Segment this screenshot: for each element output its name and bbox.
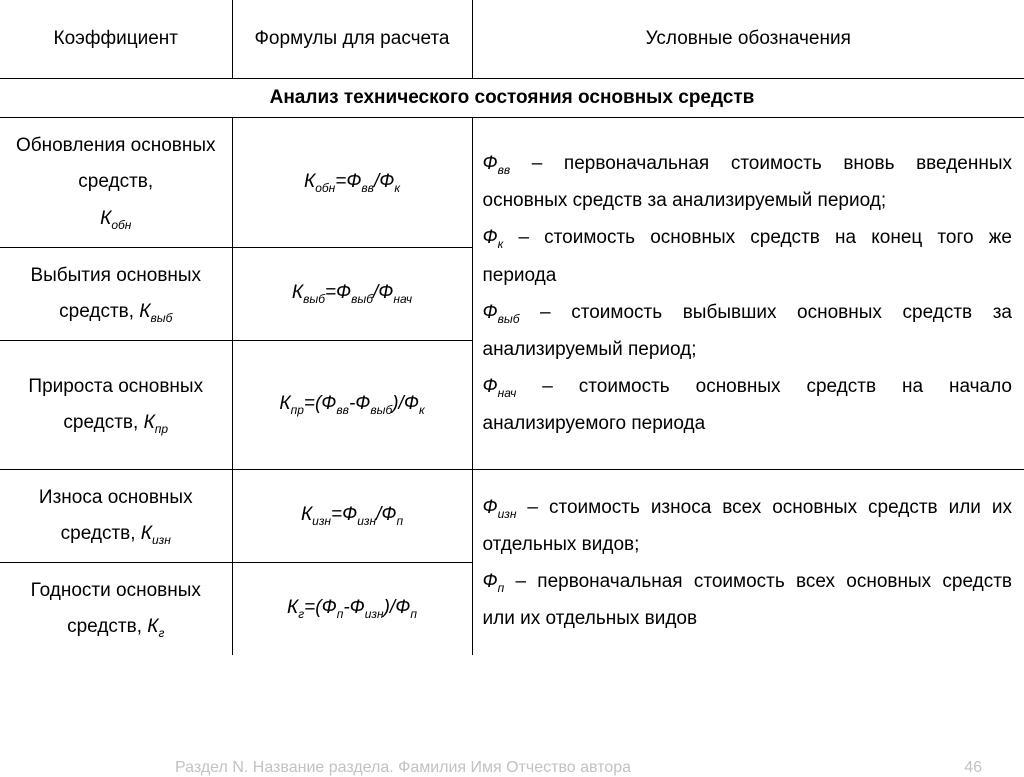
coef-name-pr: Прироста основных средств, Кпр (0, 340, 232, 469)
coef-text: Обновления основных средств, (16, 135, 216, 192)
coefficients-table: Коэффициент Формулы для расчета Условные… (0, 0, 1024, 655)
coef-text: Выбытия основных средств, (30, 265, 201, 322)
coef-name-vyb: Выбытия основных средств, Квыб (0, 247, 232, 340)
coef-name-izn: Износа основных средств, Кизн (0, 470, 232, 563)
header-col-1: Коэффициент (0, 0, 232, 79)
coef-name-obn: Обновления основных средств, Кобн (0, 118, 232, 247)
formula-pr: Кпр=(Фвв-Фвыб)/Фк (232, 340, 472, 469)
section-title: Анализ технического состояния основных с… (0, 79, 1024, 118)
coef-text: Прироста основных средств, (28, 376, 203, 433)
table-header-row: Коэффициент Формулы для расчета Условные… (0, 0, 1024, 79)
formula-izn: Кизн=Физн/Фп (232, 470, 472, 563)
section-row: Анализ технического состояния основных с… (0, 79, 1024, 118)
formula-vyb: Квыб=Фвыб/Фнач (232, 247, 472, 340)
header-col-3: Условные обозначения (472, 0, 1024, 79)
footer-page-number: 46 (964, 759, 982, 777)
description-block-2: Физн – стоимость износа всех основных ср… (472, 470, 1024, 656)
table-row: Износа основных средств, Кизн Кизн=Физн/… (0, 470, 1024, 563)
header-col-2: Формулы для расчета (232, 0, 472, 79)
coef-text: Годности основных средств, (31, 580, 201, 637)
coef-name-g: Годности основных средств, Кг (0, 563, 232, 656)
description-block-1: Фвв – первоначальная стоимость вновь вве… (472, 118, 1024, 470)
formula-obn: Кобн=Фвв/Фк (232, 118, 472, 247)
formula-g: Кг=(Фп-Физн)/Фп (232, 563, 472, 656)
footer-text: Раздел N. Название раздела. Фамилия Имя … (175, 759, 631, 777)
table-row: Обновления основных средств, Кобн Кобн=Ф… (0, 118, 1024, 247)
page: Коэффициент Формулы для расчета Условные… (0, 0, 1024, 767)
